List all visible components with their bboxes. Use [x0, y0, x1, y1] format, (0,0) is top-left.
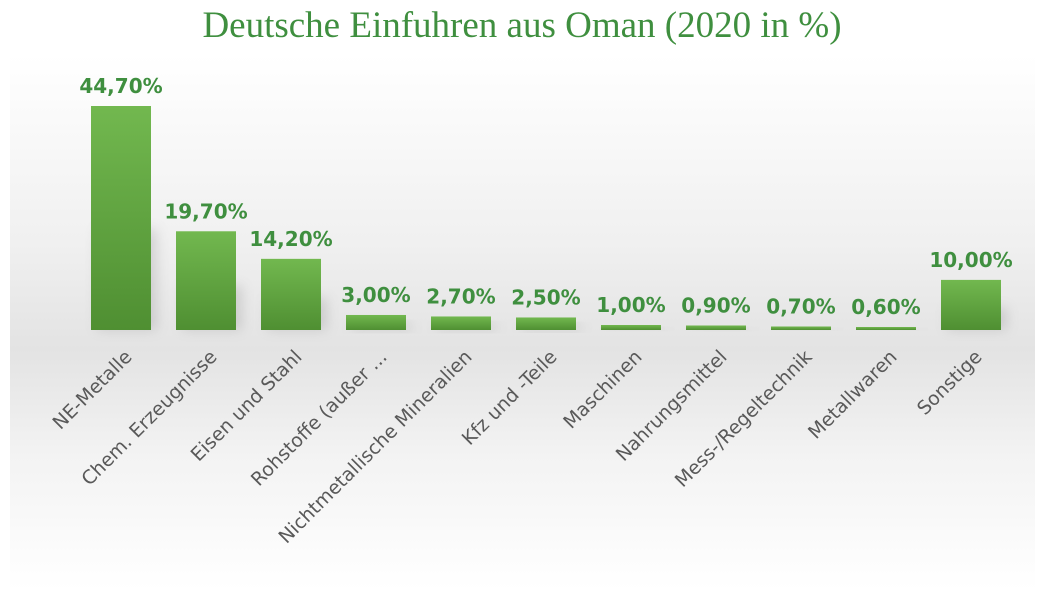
data-labels-group: 44,70% 19,70%14,20% 3,00% 2,70% 2,50% 1,00% 0,…: [79, 74, 1012, 319]
data-label: 10,00%: [929, 248, 1012, 272]
bar: [516, 317, 576, 330]
data-label: 3,00%: [341, 283, 410, 307]
data-label: 1,00%: [596, 293, 665, 317]
bar: [771, 326, 831, 330]
bar: [941, 279, 1001, 330]
data-label: 2,70%: [426, 284, 495, 308]
bar: [431, 316, 491, 330]
data-label: 2,50%: [511, 285, 580, 309]
data-label: 19,70%: [164, 199, 247, 223]
data-label: 14,20%: [249, 227, 332, 251]
bar: [686, 325, 746, 330]
data-label: 0,90%: [681, 293, 750, 317]
bars-group: [91, 106, 1007, 330]
bar: [261, 258, 321, 330]
chart-title: Deutsche Einfuhren aus Oman (2020 in %): [202, 5, 841, 46]
data-label: 44,70%: [79, 74, 162, 98]
bar: [856, 326, 916, 330]
data-label: 0,70%: [766, 294, 835, 318]
bar: [176, 231, 236, 330]
bar: [346, 314, 406, 330]
bar: [91, 106, 151, 330]
bar: [601, 324, 661, 330]
data-label: 0,60%: [851, 295, 920, 319]
